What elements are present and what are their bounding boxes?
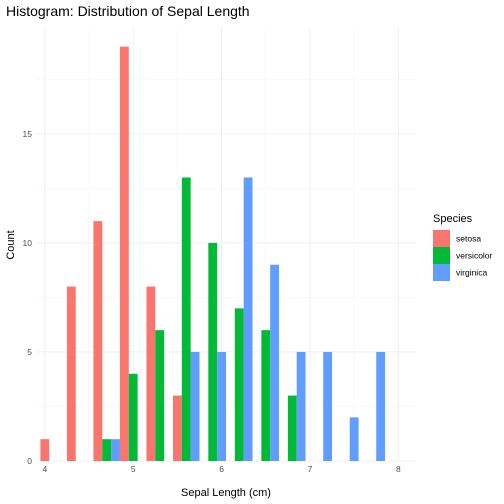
bar-virginica [217,351,226,461]
x-tick-label: 6 [219,464,224,474]
y-tick-label: 0 [27,456,32,466]
y-tick-label: 10 [23,238,33,248]
bar-versicolor [287,395,297,461]
bar-versicolor [261,330,271,461]
legend: Species setosa versicolor virginica [433,213,493,281]
bar-setosa [93,221,103,461]
bar-versicolor [234,308,244,461]
bar-virginica [349,417,359,461]
bar-virginica [296,351,306,461]
chart-title: Histogram: Distribution of Sepal Length [6,3,250,19]
y-axis-ticks: 0 5 10 15 [23,129,33,466]
bar-versicolor [181,177,191,461]
x-tick-label: 8 [396,464,401,474]
bar-virginica [270,264,280,461]
x-tick-label: 5 [131,464,136,474]
bars-layer [40,46,386,461]
bar-setosa [40,439,50,461]
y-tick-label: 15 [23,129,33,139]
bar-virginica [190,351,200,461]
bar-virginica [111,439,120,461]
bar-setosa [172,395,182,461]
bar-versicolor [128,373,138,461]
x-axis-title: Sepal Length (cm) [181,487,271,499]
legend-key-versicolor [433,247,450,264]
bar-setosa [66,286,76,461]
bar-setosa [119,46,129,461]
bar-versicolor [155,330,165,461]
legend-key-virginica [433,264,450,281]
legend-label-setosa: setosa [456,234,481,244]
legend-label-versicolor: versicolor [456,251,493,261]
bar-virginica [323,351,333,461]
y-axis-title: Count [5,230,17,259]
y-tick-label: 5 [27,347,32,357]
bar-versicolor [102,439,112,461]
x-tick-label: 4 [42,464,47,474]
bar-virginica [376,351,386,461]
bar-setosa [146,286,156,461]
bar-versicolor [208,242,218,461]
legend-label-virginica: virginica [456,268,487,278]
legend-title: Species [433,213,473,225]
x-tick-label: 7 [308,464,313,474]
legend-key-setosa [433,230,450,247]
x-axis-ticks: 4 5 6 7 8 [42,464,400,474]
bar-virginica [243,177,253,461]
